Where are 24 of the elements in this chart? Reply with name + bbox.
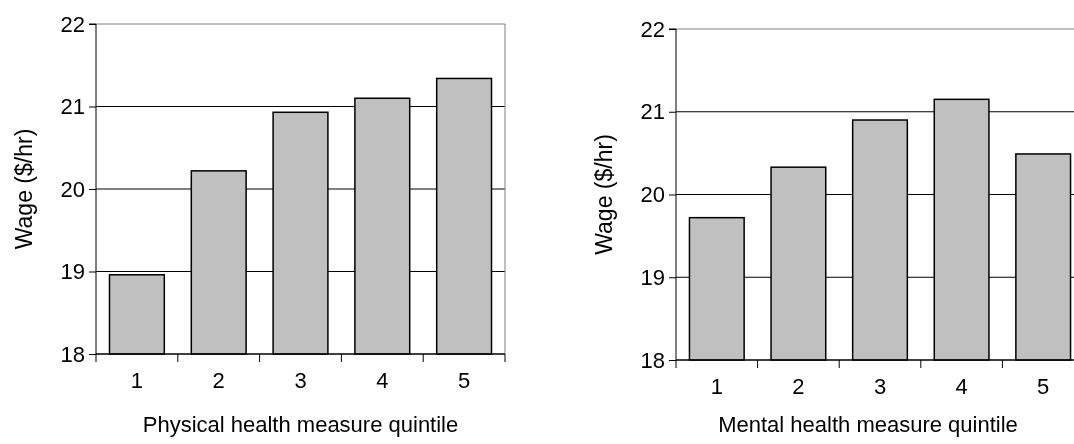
x-tick-label: 1 [710, 373, 723, 399]
x-tick-label: 3 [294, 367, 307, 393]
y-tick-label: 19 [640, 264, 665, 290]
x-tick-label: 2 [792, 373, 805, 399]
y-axis-title: Wage ($/hr) [591, 134, 617, 255]
x-axis-title: Mental health measure quintile [718, 412, 1018, 437]
y-tick-label: 21 [60, 94, 85, 120]
x-tick-label: 3 [873, 373, 887, 399]
y-tick-label: 19 [60, 259, 85, 285]
x-tick-label: 5 [457, 367, 471, 393]
y-tick-label: 18 [60, 341, 85, 367]
y-tick-label: 22 [640, 16, 665, 42]
y-tick-label: 21 [640, 99, 665, 125]
y-axis-title: Wage ($/hr) [11, 128, 37, 250]
x-tick-label: 5 [1037, 373, 1050, 399]
x-tick-label: 1 [130, 367, 144, 393]
y-tick-label: 22 [60, 11, 85, 37]
x-tick-label: 4 [376, 367, 389, 393]
y-tick-label: 20 [640, 182, 665, 208]
x-tick-label: 4 [955, 373, 968, 399]
x-tick-label: 2 [212, 367, 225, 393]
y-tick-label: 20 [60, 176, 85, 202]
x-axis-title: Physical health measure quintile [142, 412, 459, 437]
y-tick-label: 18 [640, 347, 665, 373]
